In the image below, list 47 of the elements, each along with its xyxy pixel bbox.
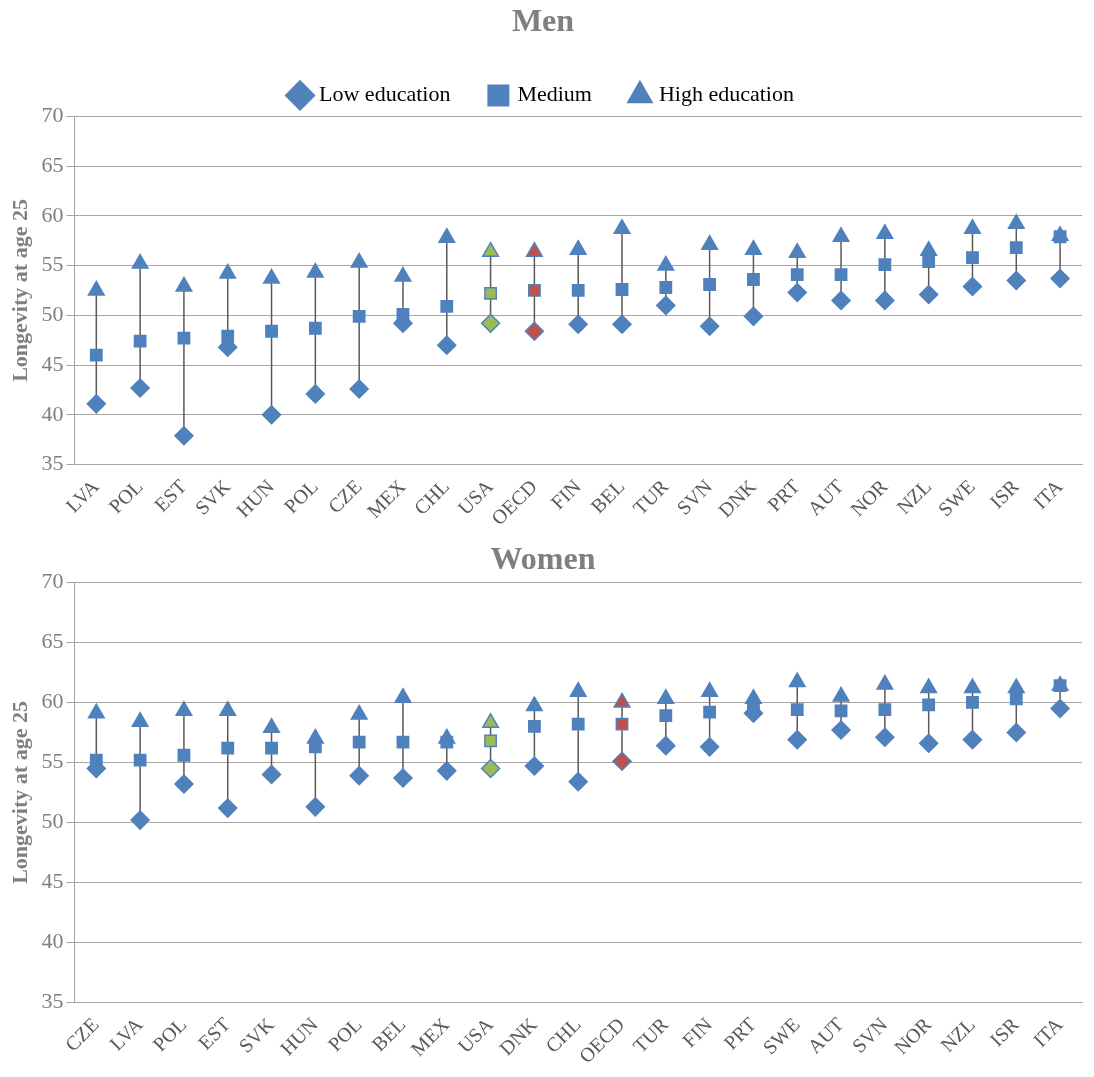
x-tick-label: CHL [409,475,454,519]
x-tick-label: PRT [719,1013,760,1054]
y-tick-label: 70 [41,568,64,594]
y-tick-label: 65 [41,151,64,177]
y-tick-label: 70 [41,102,64,128]
x-tick-label: BEL [586,475,629,518]
x-tick-label: TUR [628,474,673,519]
y-tick-label: 55 [41,251,64,277]
x-tick-label: ITA [1028,474,1068,513]
x-tick-label: LVA [105,1012,148,1055]
x-tick-label: NZL [935,1013,980,1057]
y-tick-label: 60 [41,688,64,714]
y-tick-label: 50 [41,301,64,327]
y-axis-title: Longevity at age 25 [6,701,32,884]
y-tick-label: 45 [41,868,64,894]
x-tick-label: USA [453,1012,498,1057]
legend-label: Medium [517,81,592,107]
y-tick-label: 35 [41,988,64,1014]
chart-title: Women [490,540,596,577]
x-tick-label: TUR [628,1012,673,1057]
x-tick-label: CZE [323,475,366,518]
x-tick-label: LVA [61,474,104,517]
x-tick-label: ITA [1028,1012,1068,1051]
x-tick-label: POL [279,475,322,518]
x-tick-label: POL [104,475,147,518]
x-tick-label: FIN [546,475,585,514]
x-tick-label: ISR [985,474,1024,513]
y-tick-label: 60 [41,201,64,227]
x-tick-label: POL [148,1013,191,1056]
x-tick-label: CZE [60,1013,103,1056]
x-tick-label: NZL [892,475,936,519]
legend-label: High education [658,81,794,107]
x-tick-label: FIN [677,1013,717,1052]
y-tick-label: 65 [41,628,64,654]
x-tick-label: PRT [763,475,804,516]
x-tick-label: POL [323,1013,366,1056]
y-axis-title: Longevity at age 25 [6,199,32,382]
x-tick-label: ISR [985,1012,1024,1051]
chart-title: Men [511,2,575,39]
y-tick-label: 40 [41,400,64,426]
y-tick-label: 40 [41,928,64,954]
y-tick-label: 55 [41,748,64,774]
y-tick-label: 50 [41,808,64,834]
legend-label: Low education [319,81,451,107]
x-tick-label: BEL [367,1013,410,1056]
y-tick-label: 35 [41,450,64,476]
y-tick-label: 45 [41,350,64,376]
